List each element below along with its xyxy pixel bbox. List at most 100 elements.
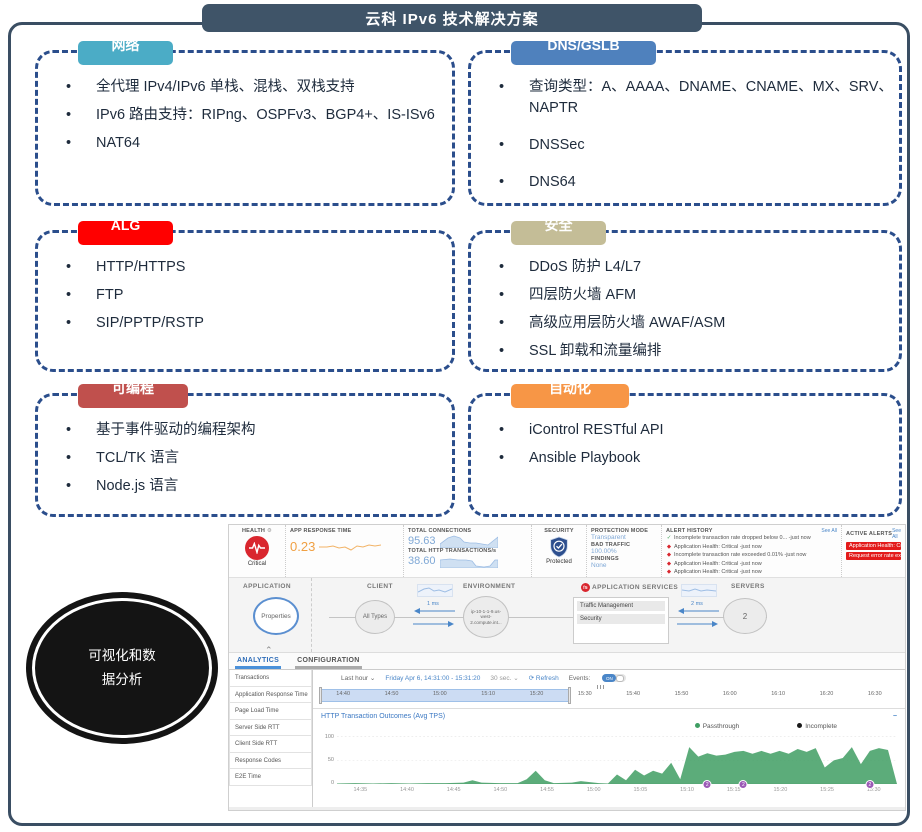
sidebar-item[interactable]: Response Codes	[229, 752, 312, 769]
event-badge[interactable]: 2	[865, 780, 875, 789]
feature-list: 基于事件驱动的编程架构 TCL/TK 语言 Node.js 语言	[38, 420, 452, 497]
environment-node[interactable]: ip-10-1-1-9.us-west-2.compute.int...	[463, 596, 509, 638]
refresh-button[interactable]: ⟳ Refresh	[528, 675, 559, 682]
feature-list: iControl RESTful API Ansible Playbook	[471, 420, 899, 469]
alert-history-text: Incomplete transaction rate exceeded 0.0…	[674, 552, 807, 559]
tab-configuration[interactable]: CONFIGURATION	[295, 657, 362, 669]
interval-dropdown[interactable]: 30 sec. ⌄	[490, 675, 519, 682]
feature-item: 四层防火墙 AFM	[471, 285, 899, 306]
events-toggle-knob	[616, 674, 625, 682]
connections-tile: TOTAL CONNECTIONS 95.63 TOTAL HTTP TRANS…	[404, 525, 532, 577]
timeline-left-handle[interactable]	[319, 687, 322, 704]
event-badge[interactable]: 2	[702, 780, 712, 789]
connections-sparkline	[439, 535, 498, 548]
events-toggle[interactable]: ON	[602, 674, 627, 682]
x-tick: 15:05	[633, 787, 648, 793]
metrics-bar: HEALTH ⚙ Critical APP RESPONSE TIME 0.23…	[229, 525, 905, 578]
findings-value: None	[591, 562, 607, 569]
minimize-icon[interactable]: −	[892, 713, 897, 720]
f5-logo-icon: f5	[581, 583, 590, 592]
active-alerts-tile: ACTIVE ALERTS See All Application Health…	[842, 525, 905, 577]
application-header: APPLICATION	[243, 583, 291, 590]
x-tick: 14:50	[493, 787, 508, 793]
art-label: APP RESPONSE TIME	[290, 528, 352, 534]
tps-area	[337, 747, 897, 784]
feature-item: NAT64	[38, 133, 452, 154]
feature-list: 全代理 IPv4/IPv6 单栈、混栈、双栈支持 IPv6 路由支持：RIPng、…	[38, 77, 452, 154]
protection-mode-value: Transparent	[591, 534, 626, 541]
feature-tag-label: 自动化	[549, 384, 591, 396]
shield-icon	[550, 536, 568, 558]
active-alerts-list: Application Health: Critical Request erro…	[846, 542, 901, 560]
feature-list: 查询类型：A、AAAA、DNAME、CNAME、MX、SRV、NAPTR DNSS…	[471, 77, 899, 193]
tps-area-svg	[337, 736, 897, 784]
alert-status-icon: ◆	[666, 560, 672, 567]
server-latency-label: 2 ms	[691, 601, 703, 607]
client-node[interactable]: All Types	[355, 600, 395, 634]
feature-item: DDoS 防护 L4/L7	[471, 257, 899, 278]
gear-icon[interactable]: ⚙	[266, 528, 272, 534]
tab-analytics[interactable]: ANALYTICS	[235, 657, 282, 669]
feature-box-network: 网络 全代理 IPv4/IPv6 单栈、混栈、双栈支持 IPv6 路由支持：RIP…	[35, 41, 455, 206]
events-toggle-state: ON	[602, 674, 617, 682]
feature-tag-programmable: 可编程	[78, 384, 188, 408]
legend-incomplete[interactable]: Incomplete	[797, 723, 837, 730]
topology-divider	[311, 578, 312, 652]
x-tick: 15:20	[773, 787, 788, 793]
left-arrow-icon	[678, 608, 719, 614]
service-row[interactable]: Security	[577, 614, 665, 624]
health-tile: HEALTH ⚙ Critical	[229, 525, 286, 577]
feature-box-alg: ALG HTTP/HTTPS FTP SIP/PPTP/RSTP	[35, 221, 455, 372]
bad-traffic-label: BAD TRAFFIC	[591, 542, 631, 548]
events-toggle-label: Events:	[568, 674, 591, 682]
sidebar-item[interactable]: Application Response Time	[229, 686, 312, 703]
sidebar-item[interactable]: Transactions	[229, 670, 312, 687]
page-title: 云科 IPv6 技术解决方案	[202, 4, 702, 32]
timeline-tick: 14:50	[384, 691, 399, 697]
timeline-grip[interactable]	[597, 685, 607, 689]
x-tick: 14:35	[353, 787, 368, 793]
alert-history-list: ✓ Incomplete transaction rate dropped bel…	[666, 534, 837, 577]
sidebar-item[interactable]: Client Side RTT	[229, 736, 312, 753]
feature-item: FTP	[38, 285, 452, 306]
event-badge[interactable]: 2	[738, 780, 748, 789]
timeline-tick: 16:30	[867, 691, 882, 697]
x-tick: 15:10	[680, 787, 694, 793]
service-row[interactable]: Traffic Management	[577, 601, 665, 611]
security-status: Protected	[546, 559, 572, 565]
feature-tag-automation: 自动化	[511, 384, 629, 408]
servers-node[interactable]: 2	[723, 598, 767, 634]
sidebar-item[interactable]: Server Side RTT	[229, 719, 312, 736]
alert-history-see-all-link[interactable]: See All	[821, 528, 837, 534]
app-response-time-tile: APP RESPONSE TIME 0.23	[286, 525, 404, 577]
sidebar-item[interactable]: Page Load Time	[229, 703, 312, 720]
timeline-scrubber[interactable]: 14:40 14:50 15:00 15:10 15:20 15:30 15:40 15:50…	[319, 685, 899, 706]
feature-tag-network: 网络	[78, 41, 173, 65]
range-dropdown[interactable]: Last hour ⌄	[341, 675, 376, 682]
feature-box-programmable: 可编程 基于事件驱动的编程架构 TCL/TK 语言 Node.js 语言	[35, 384, 455, 517]
http-tps-label: TOTAL HTTP TRANSACTIONS/s	[408, 548, 497, 554]
sidebar-item[interactable]: E2E Time	[229, 769, 312, 786]
alert-history-text: Incomplete transaction rate dropped belo…	[674, 535, 811, 541]
feature-item: 查询类型：A、AAAA、DNAME、CNAME、MX、SRV、NAPTR	[471, 77, 899, 119]
findings-label: FINDINGS	[591, 556, 619, 562]
client-header: CLIENT	[367, 583, 393, 590]
y-tick: 100	[324, 734, 334, 740]
legend-passthrough[interactable]: Passthrough	[694, 723, 739, 730]
right-arrow-icon	[413, 621, 454, 627]
active-alerts-see-all-link[interactable]: See All	[892, 528, 901, 540]
client-latency-label: 1 ms	[427, 601, 439, 607]
application-properties-node[interactable]: Properties	[253, 597, 299, 635]
alert-history-tile: ALERT HISTORY See All ✓ Incomplete transa…	[662, 525, 842, 577]
chart-xticks: 14:35 14:40 14:45 14:50 14:55 15:00 15:05 15:10…	[337, 787, 897, 793]
health-label: HEALTH	[242, 528, 266, 534]
collapse-caret-icon[interactable]: ⌃	[265, 645, 273, 655]
y-tick: 0	[330, 780, 334, 786]
servers-header: SERVERS	[731, 583, 765, 590]
analytics-tabbar: ANALYTICS CONFIGURATION	[229, 653, 905, 670]
timeline-right-handle[interactable]	[568, 687, 572, 704]
feature-list: HTTP/HTTPS FTP SIP/PPTP/RSTP	[38, 257, 452, 334]
security-label: SECURITY	[544, 528, 574, 534]
protection-mode-label: PROTECTION MODE	[591, 528, 649, 534]
